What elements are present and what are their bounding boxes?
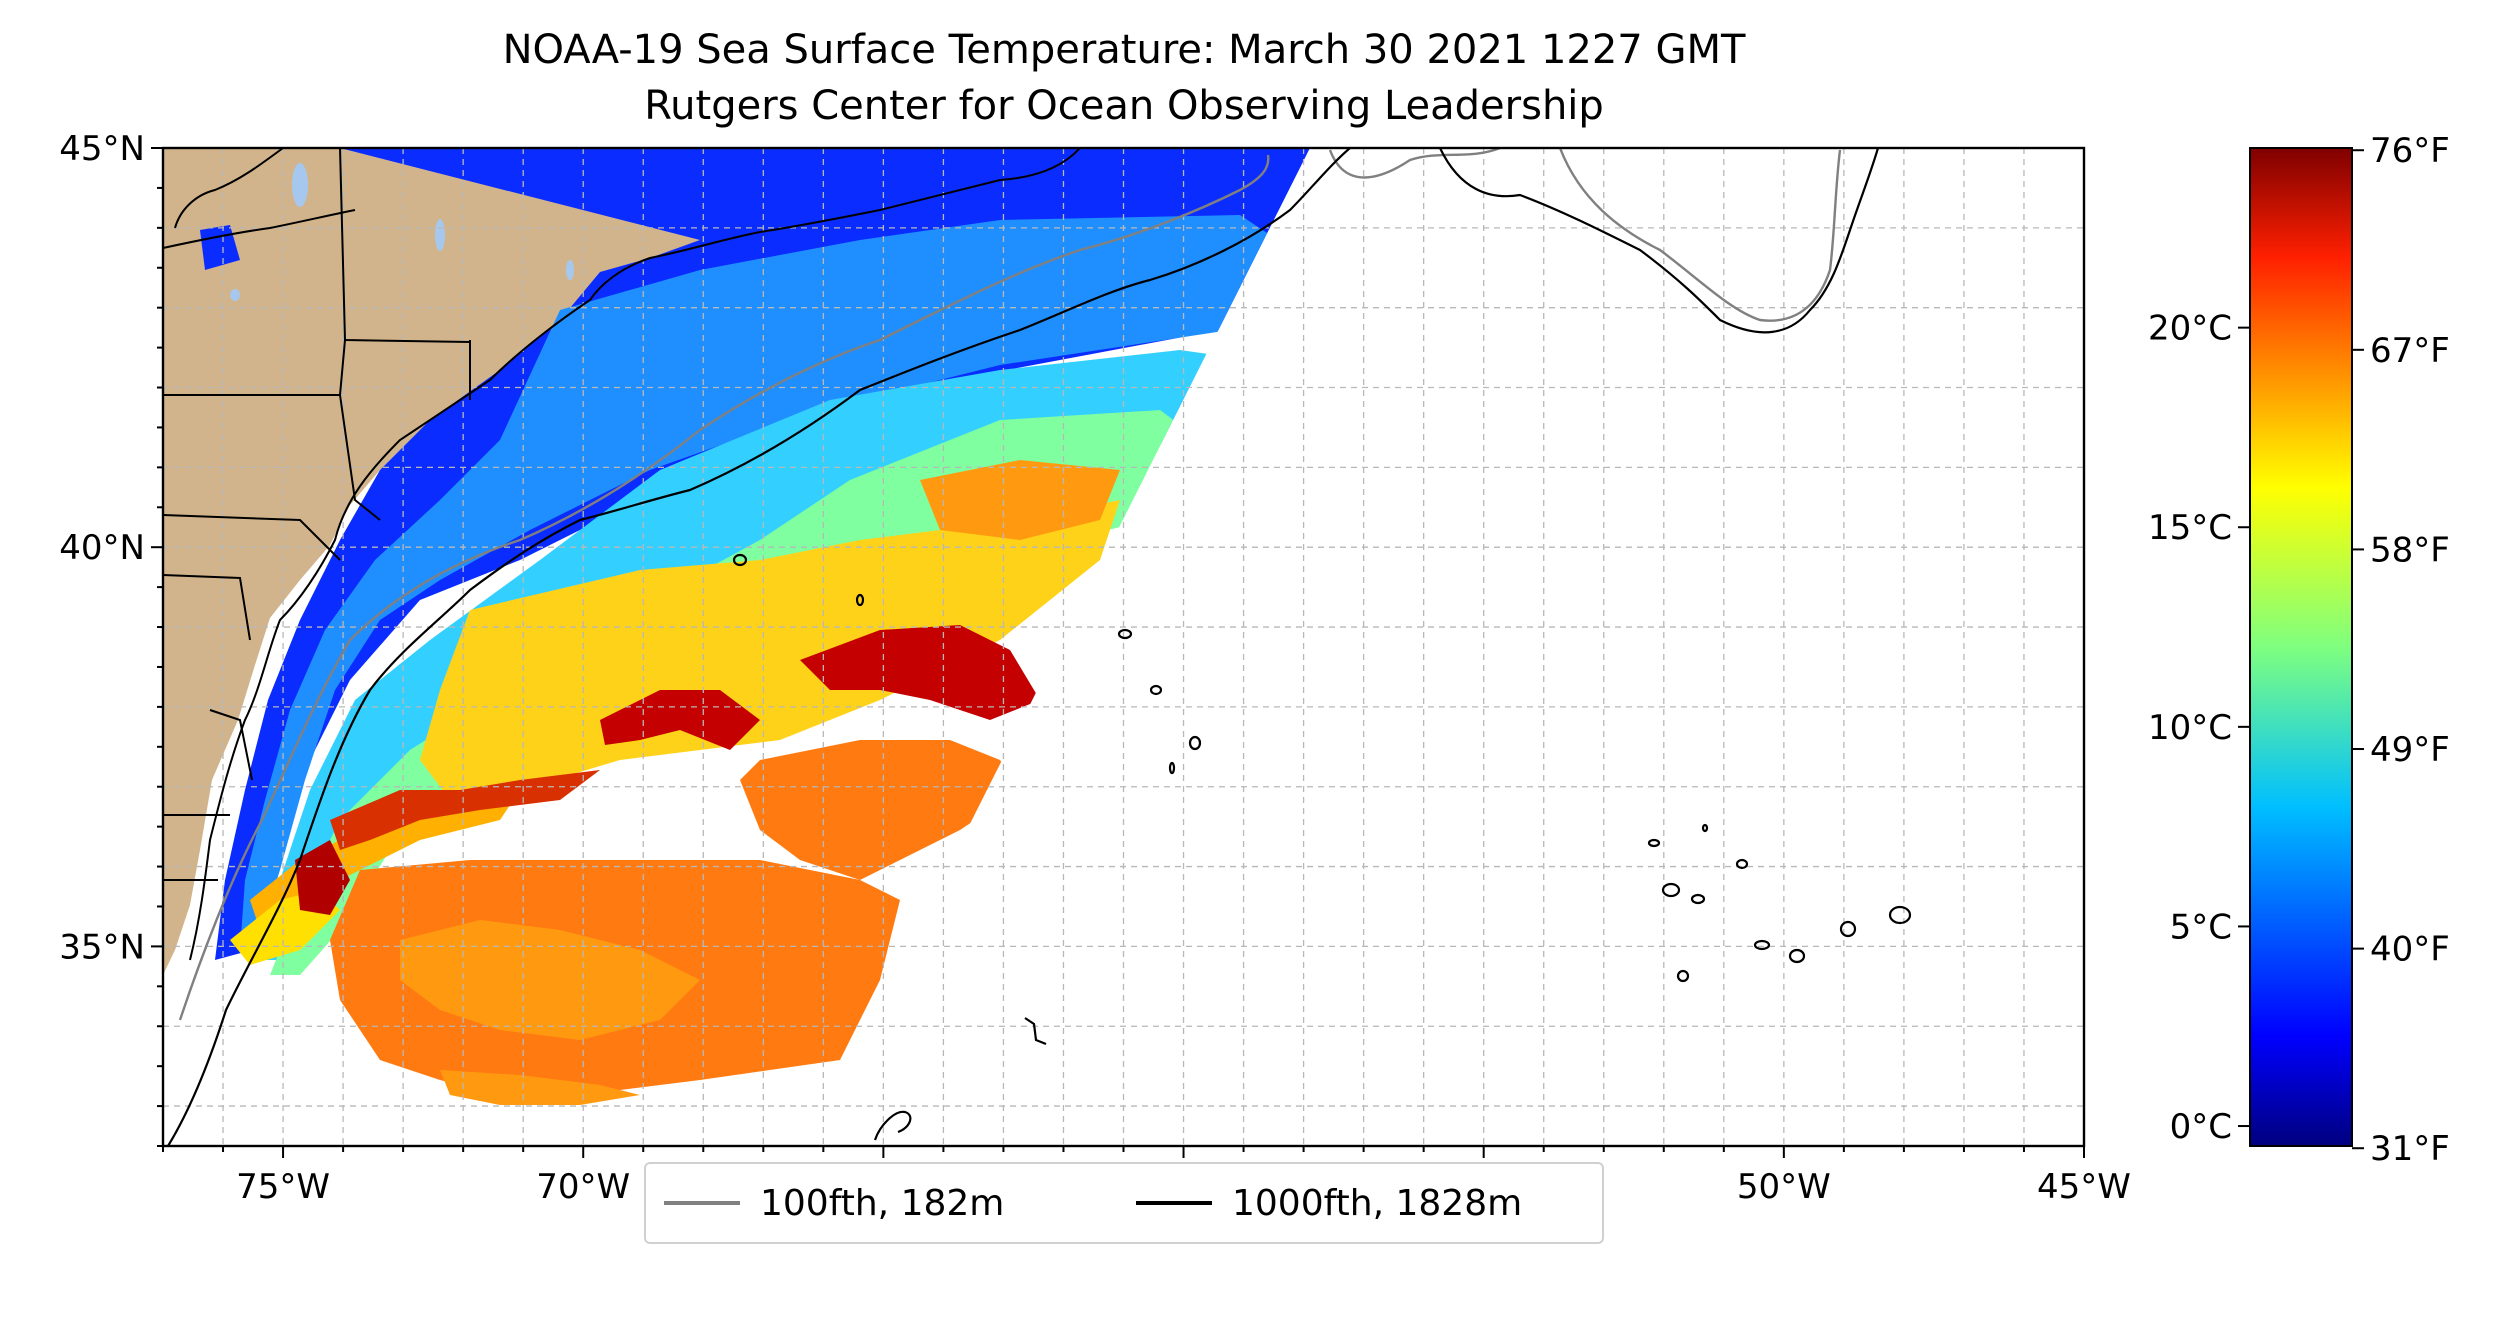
legend-line-gray: [664, 1201, 740, 1205]
map-area: [163, 148, 2084, 1146]
fahrenheit-tick-label: 76°F: [2370, 131, 2450, 171]
colorbar: 20°C 15°C 10°C 5°C 0°C 76°F 67°F 58°F 49°F 40°F 3…: [2148, 131, 2450, 1169]
sst-swath: [200, 148, 1310, 1105]
chart-subtitle: Rutgers Center for Ocean Observing Leade…: [644, 83, 1604, 129]
isobath-1000fth: [167, 148, 1912, 1146]
celsius-tick-label: 0°C: [2170, 1107, 2232, 1147]
lakes: [230, 163, 574, 301]
fahrenheit-tick-label: 67°F: [2370, 331, 2450, 371]
lon-tick-label: 75°W: [236, 1167, 330, 1207]
latitude-axis: 45°N 40°N 35°N: [59, 129, 163, 1147]
fahrenheit-tick-label: 49°F: [2370, 730, 2450, 770]
lon-tick-label: 45°W: [2037, 1167, 2131, 1207]
celsius-tick-label: 10°C: [2148, 708, 2232, 748]
legend-label-1000fth: 1000fth, 1828m: [1232, 1182, 1523, 1224]
isobath-legend: 100fth, 182m 1000fth, 1828m: [644, 1162, 1604, 1244]
legend-line-black: [1136, 1201, 1212, 1205]
lat-tick-label: 40°N: [59, 528, 145, 568]
legend-item-1000fth: 1000fth, 1828m: [1136, 1164, 1522, 1242]
celsius-tick-label: 5°C: [2170, 907, 2232, 947]
fahrenheit-tick-label: 31°F: [2370, 1129, 2450, 1169]
fahrenheit-tick-label: 58°F: [2370, 530, 2450, 570]
celsius-tick-label: 20°C: [2148, 309, 2232, 349]
legend-item-100fth: 100fth, 182m: [664, 1164, 1004, 1242]
celsius-tick-label: 15°C: [2148, 508, 2232, 548]
graticule: [163, 148, 2084, 1146]
legend-label-100fth: 100fth, 182m: [760, 1182, 1005, 1224]
fahrenheit-tick-label: 40°F: [2370, 930, 2450, 970]
coastline-and-borders: [163, 148, 1081, 961]
chart-title: NOAA-19 Sea Surface Temperature: March 3…: [502, 27, 1746, 73]
isobath-100fth: [178, 148, 1842, 1021]
colorbar-fahrenheit-axis: 76°F 67°F 58°F 49°F 40°F 31°F: [2352, 131, 2450, 1169]
lon-tick-label: 50°W: [1737, 1167, 1831, 1207]
lat-tick-label: 45°N: [59, 129, 145, 169]
lon-tick-label: 70°W: [536, 1167, 630, 1207]
colorbar-celsius-axis: 20°C 15°C 10°C 5°C 0°C: [2148, 309, 2250, 1147]
colorbar-gradient: [2249, 147, 2353, 1147]
land-mass: [163, 148, 1080, 975]
lat-tick-label: 35°N: [59, 927, 145, 967]
